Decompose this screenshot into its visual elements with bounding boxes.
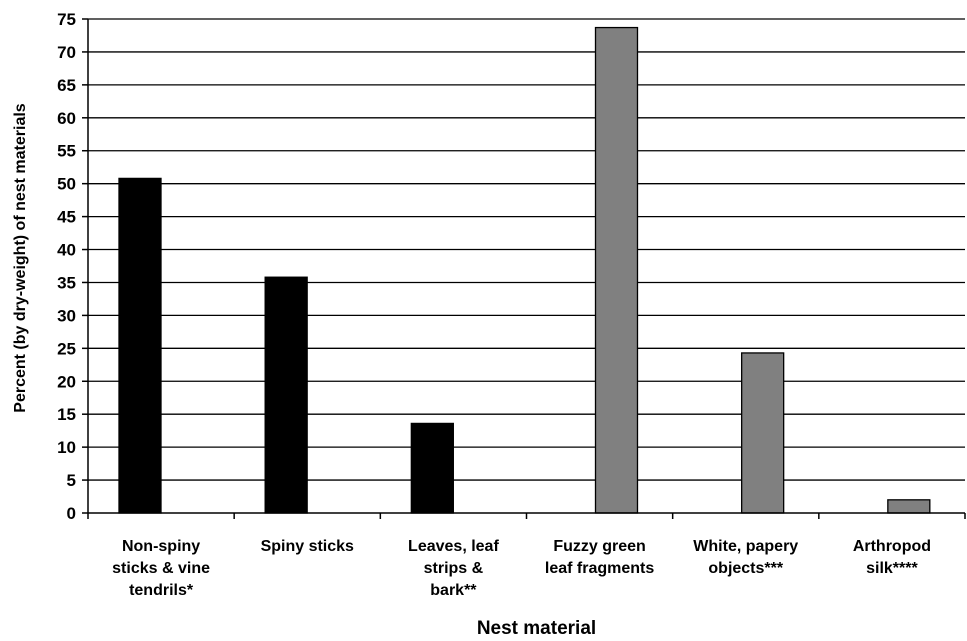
bars xyxy=(118,26,931,514)
x-tick-label: Arthropod silk**** xyxy=(853,538,931,577)
y-tick-labels: 0 5 10 15 20 25 30 35 40 45 50 55 60 65 70 75 xyxy=(57,10,76,523)
y-tick-label: 75 xyxy=(57,10,76,29)
y-axis-title: Percent (by dry-weight) of nest material… xyxy=(12,103,29,413)
x-tick-label-line: Fuzzy green xyxy=(553,538,645,555)
y-tick-label: 65 xyxy=(57,76,76,95)
x-axis-title: Nest material xyxy=(477,618,596,639)
x-tick-label: Non-spiny sticks & vine tendrils* xyxy=(112,538,210,599)
y-tick-label: 60 xyxy=(57,109,76,128)
y-tick-label: 40 xyxy=(57,241,76,260)
y-tick-label: 55 xyxy=(57,142,76,161)
y-tick-label: 5 xyxy=(67,471,76,490)
x-tick-label-line: Spiny sticks xyxy=(261,538,354,555)
bar xyxy=(594,26,639,514)
x-tick-label-line: tendrils* xyxy=(129,582,194,599)
y-tick-label: 10 xyxy=(57,438,76,457)
bar xyxy=(118,177,162,514)
x-tick-label: Spiny sticks xyxy=(261,538,354,555)
x-tick-label-line: Non-spiny xyxy=(122,538,200,555)
y-tick-label: 70 xyxy=(57,43,76,62)
y-tick-label: 45 xyxy=(57,208,76,227)
y-tick-label: 20 xyxy=(57,372,76,391)
y-tick-label: 25 xyxy=(57,339,76,358)
x-tick-label-line: strips & xyxy=(424,560,484,577)
x-tick-label-line: leaf fragments xyxy=(545,560,654,577)
gridlines xyxy=(88,18,965,481)
y-tick-label: 15 xyxy=(57,405,76,424)
x-tick-label-line: Leaves, leaf xyxy=(408,538,499,555)
x-tick-label: Fuzzy green leaf fragments xyxy=(545,538,654,577)
bar xyxy=(741,352,785,514)
x-tick-label: White, papery objects*** xyxy=(693,538,798,577)
axes xyxy=(82,18,966,519)
x-tick-label-line: sticks & vine xyxy=(112,560,210,577)
x-tick-label-line: objects*** xyxy=(708,560,783,577)
x-tick-label-line: bark** xyxy=(430,582,477,599)
y-tick-label: 35 xyxy=(57,273,76,292)
bar xyxy=(264,276,308,514)
bar xyxy=(887,499,931,514)
y-tick-label: 0 xyxy=(67,504,76,523)
x-tick-label: Leaves, leaf strips & bark** xyxy=(408,538,499,599)
x-tick-label-line: White, papery xyxy=(693,538,798,555)
y-tick-label: 30 xyxy=(57,306,76,325)
y-tick-label: 50 xyxy=(57,175,76,194)
bar xyxy=(410,422,454,514)
x-tick-label-line: Arthropod xyxy=(853,538,931,555)
x-tick-labels: Non-spiny sticks & vine tendrils* Spiny sti… xyxy=(112,538,931,599)
x-tick-label-line: silk**** xyxy=(866,560,918,577)
